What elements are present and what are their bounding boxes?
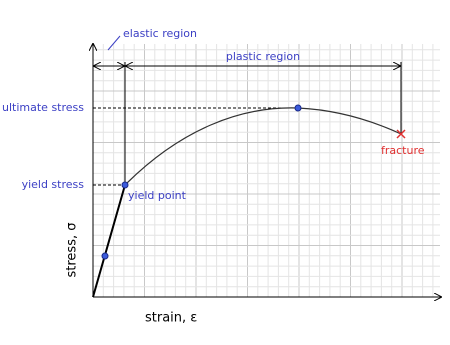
yield-point-label: yield point <box>128 189 187 202</box>
elastic-line <box>92 184 126 298</box>
plastic-curve <box>124 107 402 186</box>
yield-stress-label: yield stress <box>22 178 85 191</box>
grid <box>92 44 440 298</box>
ultimate-point <box>294 104 302 112</box>
fracture-marker <box>396 129 406 139</box>
elastic-label: elastic region <box>123 27 197 40</box>
ultimate-label: ultimate stress <box>2 101 84 114</box>
plastic-label: plastic region <box>226 50 300 63</box>
yield-point-marker <box>121 181 129 189</box>
elastic-pointer <box>107 35 121 51</box>
x-axis-label: strain, ε <box>145 311 197 326</box>
elastic-point <box>101 252 109 260</box>
y-axis-label: stress, σ <box>65 223 80 278</box>
fracture-label: fracture <box>381 144 425 157</box>
